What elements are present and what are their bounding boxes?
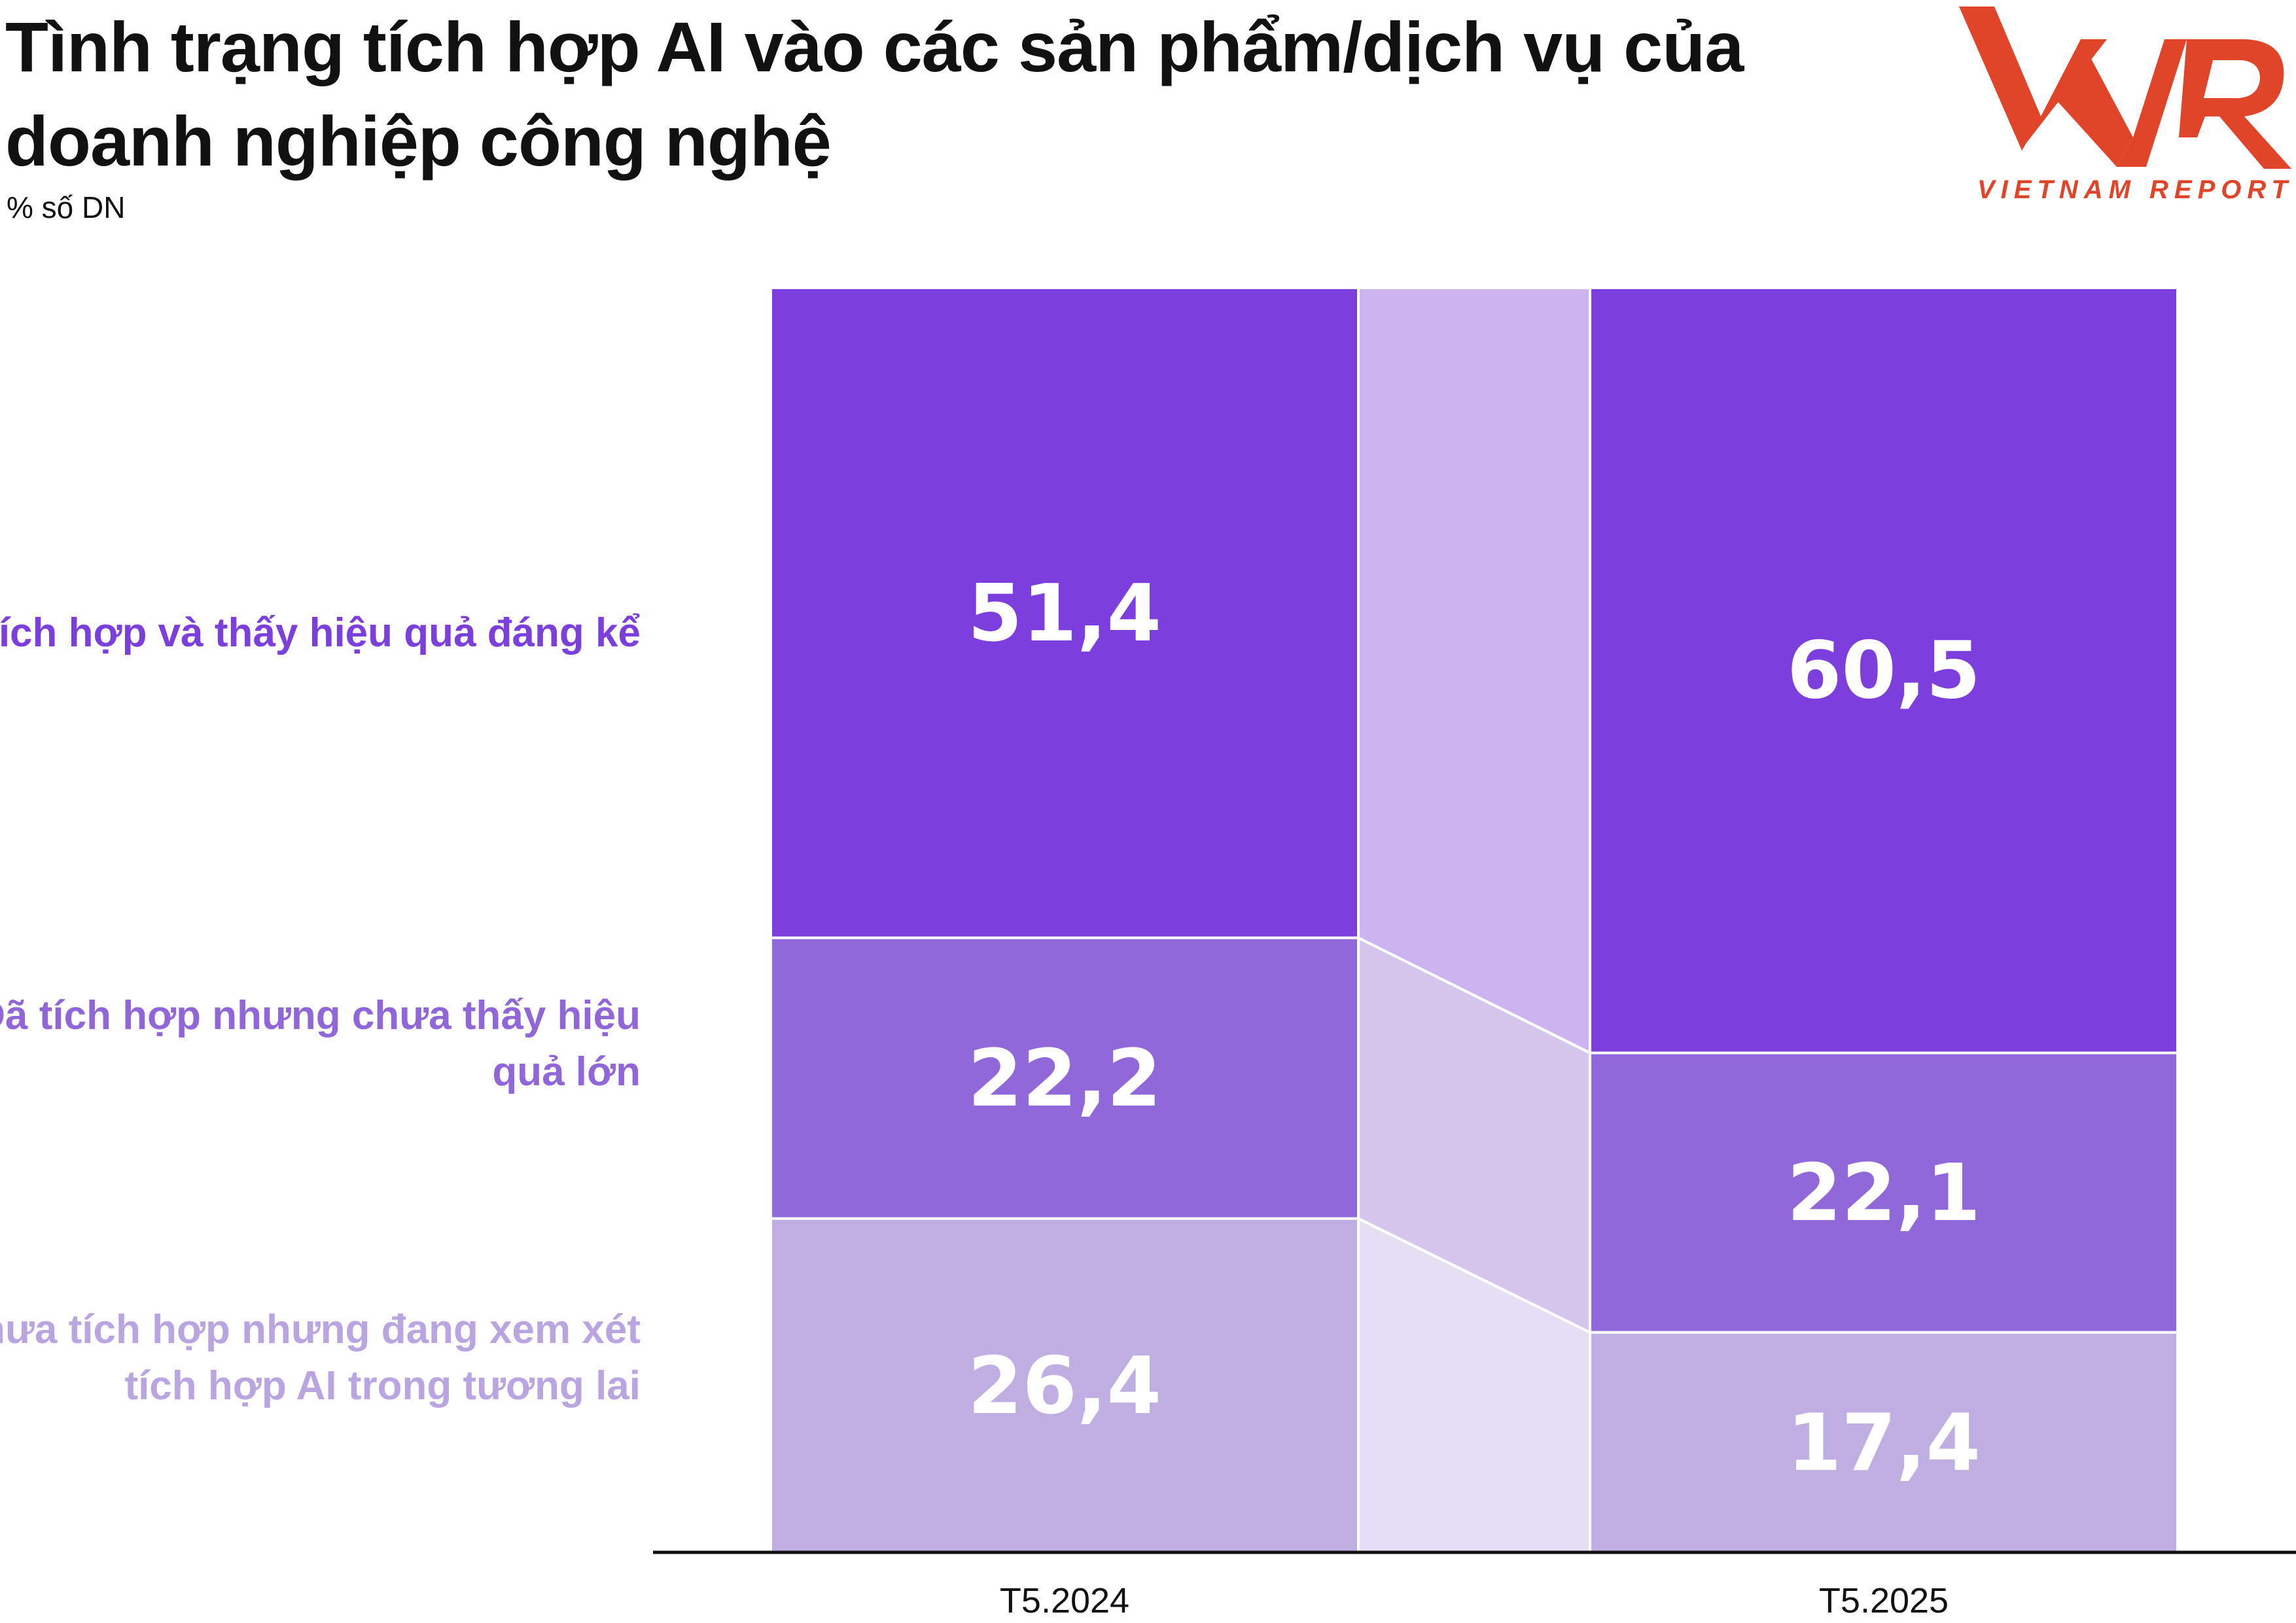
logo-caption: VIETNAM REPORT (1977, 175, 2293, 204)
value-label-1-2: 60,5 (1787, 626, 1981, 717)
value-label-1-1: 22,1 (1787, 1148, 1981, 1239)
value-label-0-0: 26,4 (968, 1341, 1161, 1432)
value-label-1-0: 17,4 (1787, 1398, 1981, 1489)
legend-label-considering: Chưa tích hợp nhưng đang xem xét tích hợ… (0, 1307, 641, 1408)
chart-unit-subtitle: % số DN (7, 190, 126, 224)
value-label-0-2: 51,4 (968, 568, 1161, 659)
vnr-logo-icon (1959, 7, 2291, 169)
chart-title: Tình trạng tích hợp AI vào các sản phẩm/… (5, 7, 1744, 181)
bar-segment-0-0 (769, 1217, 1360, 1554)
bar-segment-1-2 (1589, 287, 2179, 1055)
legend-label-effective: Đã tích hợp và thấy hiệu quả đáng kể (0, 610, 641, 655)
bar-segment-0-2 (769, 287, 1360, 939)
connector-band-2 (1357, 287, 1591, 1055)
bar-segment-1-1 (1589, 1051, 2179, 1334)
bar-segment-0-1 (769, 936, 1360, 1220)
bar-segment-1-0 (1589, 1331, 2179, 1554)
x-tick-label-0: T5.2024 (1000, 1581, 1129, 1620)
value-label-0-1: 22,2 (968, 1034, 1161, 1125)
legend-label-not-effective: Đã tích hợp nhưng chưa thấy hiệu quả lớn (0, 993, 641, 1094)
x-tick-label-1: T5.2025 (1819, 1581, 1949, 1620)
